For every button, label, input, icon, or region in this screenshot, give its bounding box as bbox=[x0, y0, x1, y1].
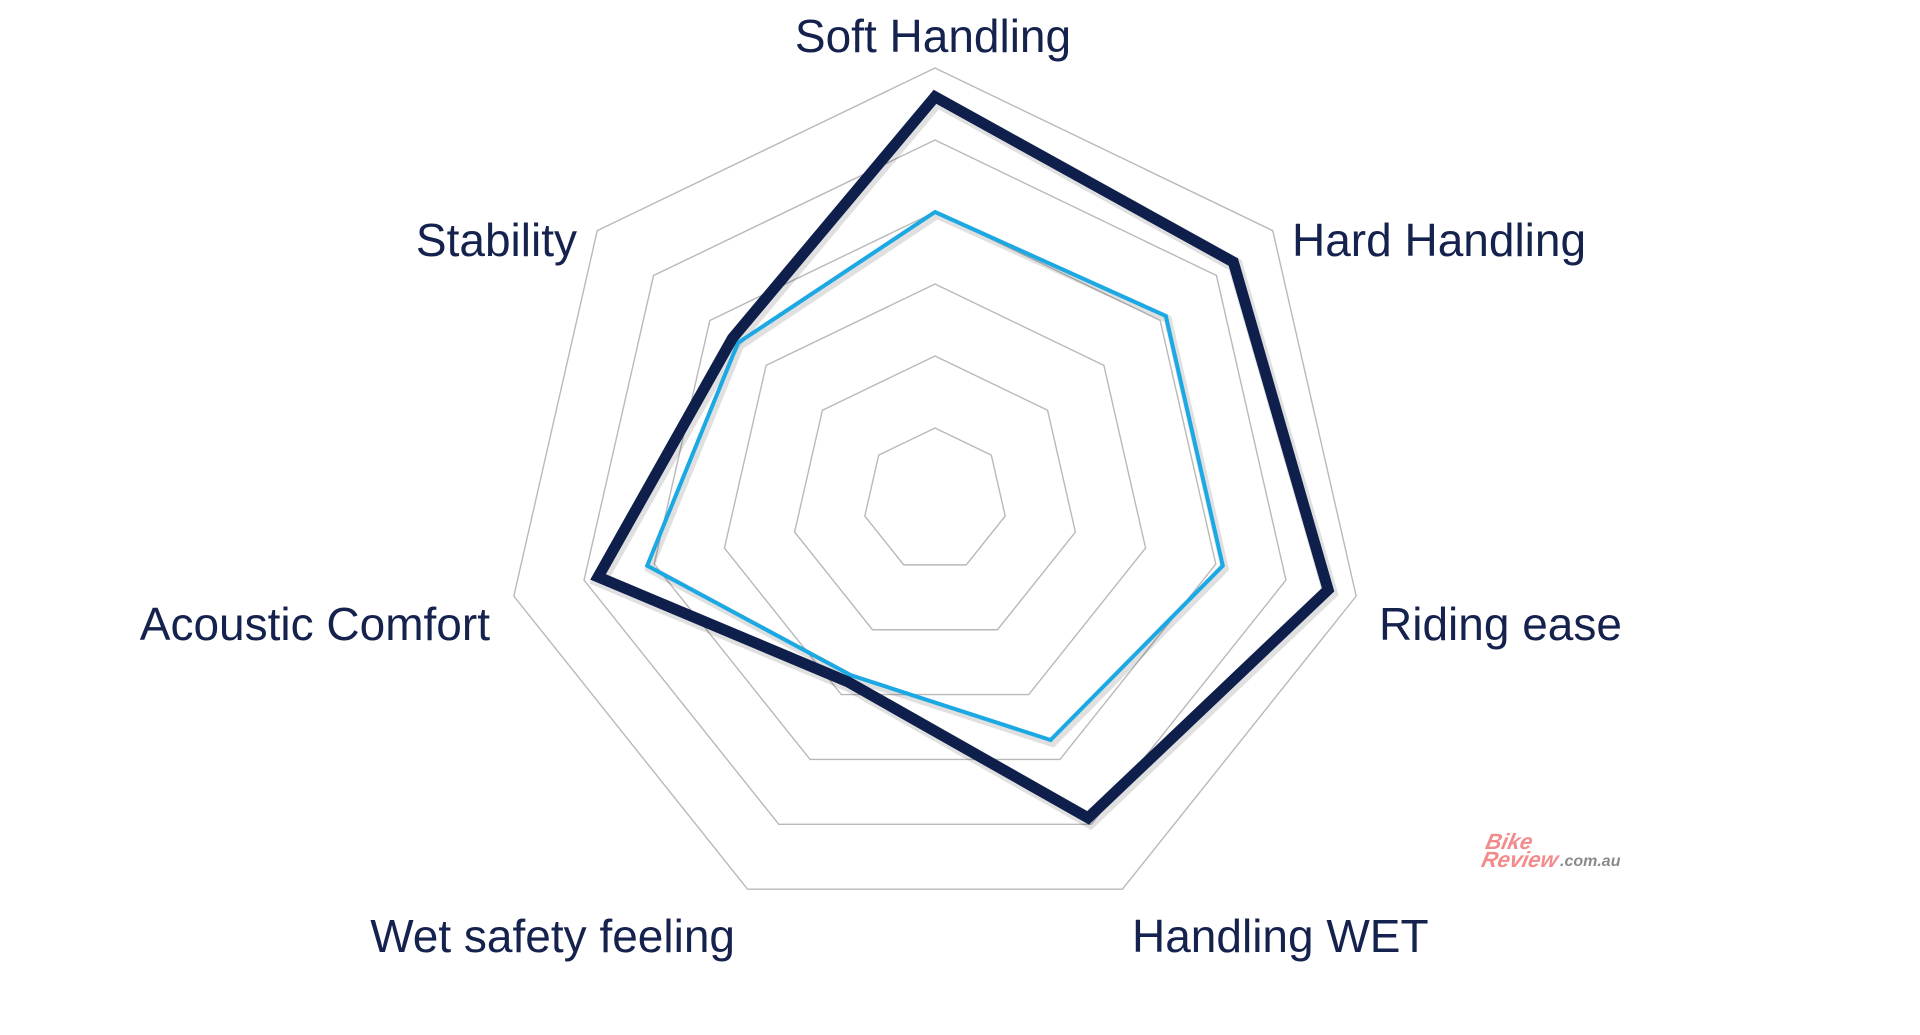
axis-label-handling-wet: Handling WET bbox=[1132, 910, 1429, 962]
axis-label-riding-ease: Riding ease bbox=[1379, 598, 1622, 650]
series-2-line bbox=[644, 209, 1225, 743]
grid-ring-1 bbox=[864, 427, 1006, 566]
series-2-shadow bbox=[644, 210, 1230, 748]
watermark-domain: .com.au bbox=[1560, 853, 1621, 870]
grid-ring-3 bbox=[723, 283, 1147, 696]
radar-series bbox=[589, 89, 1339, 831]
axis-label-stability: Stability bbox=[416, 214, 577, 266]
radar-grid bbox=[513, 67, 1357, 890]
grid-ring-2 bbox=[793, 355, 1077, 631]
axis-label-hard-handling: Hard Handling bbox=[1292, 214, 1586, 266]
axis-label-acoustic-comfort: Acoustic Comfort bbox=[140, 598, 490, 650]
grid-ring-5 bbox=[583, 139, 1287, 826]
axis-label-wet-safety-feeling: Wet safety feeling bbox=[370, 910, 735, 962]
grid-ring-4 bbox=[653, 211, 1217, 761]
grid-ring-6 bbox=[513, 67, 1357, 890]
axis-label-soft-handling: Soft Handling bbox=[795, 10, 1071, 62]
axis-labels: Soft Handling Hard Handling Riding ease … bbox=[140, 10, 1622, 962]
watermark-brand-line2: Review bbox=[1479, 847, 1561, 872]
series-1-line bbox=[590, 89, 1335, 825]
